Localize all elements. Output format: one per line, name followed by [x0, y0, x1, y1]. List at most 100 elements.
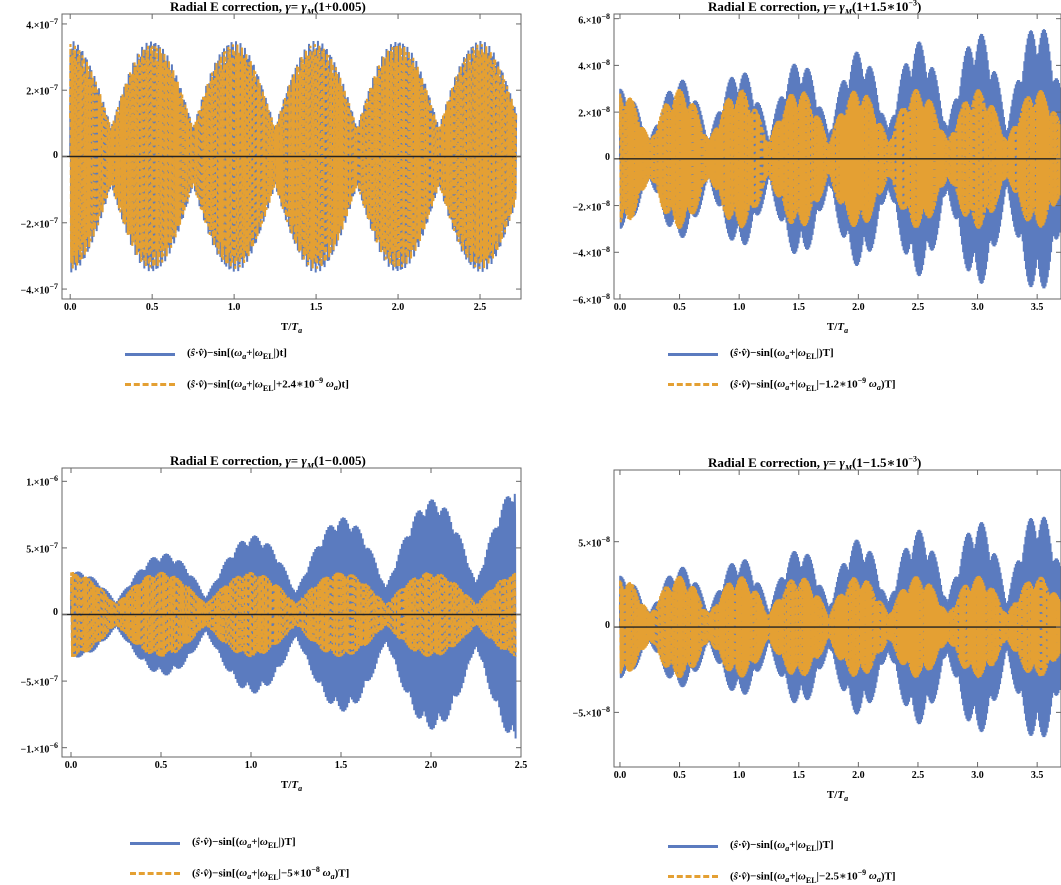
legend-swatch-solid — [125, 352, 175, 356]
chart-title: Radial E correction, γ= γM(1+0.005) — [170, 0, 366, 17]
x-axis-label: T/Ta — [826, 321, 849, 336]
y-tick-label: 4.×10−7 — [26, 16, 58, 32]
x-tick-label: 3.5 — [1030, 770, 1044, 781]
x-tick-label: 2.5 — [911, 302, 925, 313]
x-tick-label: 0.5 — [673, 302, 686, 313]
chart-panel-top-left: Radial E correction, γ= γM(1+0.005) T/Ta… — [0, 0, 523, 420]
x-tick-label: 1.0 — [732, 302, 746, 313]
plot-area — [613, 469, 1061, 768]
legend-label: (ŝ·v̂)−sin[(ωa+|ωEL|−5∗10−8 ωa)T] — [192, 864, 350, 882]
title-text: Radial E correction, γ= γM(1+1.5∗10−3) — [708, 0, 922, 17]
x-tick-label: 1.0 — [732, 770, 746, 781]
y-tick-label: 5.×10−8 — [578, 534, 610, 550]
x-tick-label: 0.5 — [145, 302, 159, 313]
legend-entry-solid: (ŝ·v̂)−sin[(ωa+|ωEL|)t] — [125, 345, 287, 363]
x-tick-label: 1.5 — [334, 760, 348, 771]
chart-panel-bottom-right: Radial E correction, γ= γM(1−1.5∗10−3) T… — [538, 452, 1061, 884]
y-tick-label: 0 — [605, 620, 610, 632]
x-tick-label: 1.5 — [309, 302, 323, 313]
plot-area — [61, 13, 522, 300]
legend-swatch-solid — [130, 841, 180, 845]
x-tick-label: 2.0 — [391, 302, 405, 313]
x-tick-label: 0.0 — [63, 302, 77, 313]
x-tick-label: 2.5 — [514, 760, 528, 771]
series-line-solid — [70, 493, 517, 739]
x-tick-label: 1.0 — [244, 760, 258, 771]
series-line-dashed — [618, 575, 1061, 679]
y-tick-label: −2.×10−8 — [572, 198, 610, 213]
x-tick-label: 0.5 — [673, 770, 686, 781]
legend-swatch-dashed — [130, 871, 180, 875]
legend-label: (ŝ·v̂)−sin[(ωa+|ωEL|)T] — [730, 838, 834, 854]
y-tick-label: 0 — [53, 607, 58, 619]
y-tick-label: −5.×10−7 — [20, 674, 58, 689]
y-tick-label: 2.×10−8 — [578, 105, 610, 120]
y-tick-label: 4.×10−8 — [578, 58, 610, 73]
y-tick-label: −5.×10−8 — [572, 705, 610, 720]
y-tick-label: 0 — [53, 149, 58, 161]
y-tick-label: 0 — [605, 151, 610, 163]
plot-area — [61, 467, 522, 758]
legend-label: (ŝ·v̂)−sin[(ωa+|ωEL|)T] — [192, 835, 296, 851]
x-axis-label: T/Ta — [280, 779, 303, 794]
x-tick-label: 1.0 — [227, 302, 241, 313]
legend-swatch-dashed — [668, 382, 718, 386]
y-tick-label: 1.×10−6 — [26, 474, 58, 489]
y-tick-label: −1.×10−6 — [20, 740, 58, 755]
legend-entry-dashed: (ŝ·v̂)−sin[(ωa+|ωEL|−5∗10−8 ωa)T] — [130, 864, 349, 882]
x-tick-label: 3.0 — [971, 302, 984, 313]
legend-swatch-dashed — [125, 382, 175, 386]
x-tick-label: 1.5 — [792, 302, 806, 313]
legend-entry-solid: (ŝ·v̂)−sin[(ωa+|ωEL|)T] — [130, 834, 296, 852]
legend-swatch-solid — [668, 844, 718, 848]
legend-entry-dashed: (ŝ·v̂)−sin[(ωa+|ωEL|−2.5∗10−9 ωa)T] — [668, 867, 896, 885]
x-tick-label: 3.5 — [1030, 302, 1044, 313]
chart-title: Radial E correction, γ= γM(1−1.5∗10−3) — [708, 455, 921, 473]
chart-panel-bottom-left: Radial E correction, γ= γM(1−0.005) T/Ta… — [0, 452, 528, 881]
x-tick-label: 2.5 — [911, 770, 925, 781]
legend-entry-dashed: (ŝ·v̂)−sin[(ωa+|ωEL|−1.2∗10−9 ωa)T] — [668, 375, 896, 393]
legend-swatch-dashed — [668, 874, 718, 878]
plot-area — [613, 13, 1061, 300]
legend-label: (ŝ·v̂)−sin[(ωa+|ωEL|−2.5∗10−9 ωa)T] — [730, 867, 896, 885]
x-tick-label: 2.0 — [852, 302, 865, 313]
x-axis-label: T/Ta — [280, 321, 303, 336]
series-line-dashed — [69, 571, 517, 658]
title-text: Radial E correction, γ= γM(1−1.5∗10−3) — [708, 455, 922, 473]
legend-label: (ŝ·v̂)−sin[(ωa+|ωEL|−1.2∗10−9 ωa)T] — [730, 375, 896, 393]
y-tick-label: 2.×10−7 — [26, 83, 58, 98]
x-tick-label: 2.0 — [424, 760, 438, 771]
legend-entry-solid: (ŝ·v̂)−sin[(ωa+|ωEL|)T] — [668, 837, 834, 855]
chart-title: Radial E correction, γ= γM(1−0.005) — [170, 453, 366, 471]
chart-title: Radial E correction, γ= γM(1+1.5∗10−3) — [708, 0, 921, 17]
legend-entry-solid: (ŝ·v̂)−sin[(ωa+|ωEL|)T] — [668, 345, 834, 363]
legend-entry-dashed: (ŝ·v̂)−sin[(ωa+|ωEL|+2.4∗10−9 ωa)t] — [125, 375, 349, 393]
x-tick-label: 0.0 — [613, 302, 627, 313]
legend-label: (ŝ·v̂)−sin[(ωa+|ωEL|)t] — [187, 346, 287, 362]
x-tick-label: 0.0 — [64, 760, 78, 771]
series-line-dashed — [69, 43, 518, 269]
x-tick-label: 2.5 — [473, 302, 487, 313]
legend-label: (ŝ·v̂)−sin[(ωa+|ωEL|+2.4∗10−9 ωa)t] — [187, 375, 349, 393]
y-tick-label: −2.×10−7 — [20, 215, 58, 231]
title-text: Radial E correction, γ= γM(1+0.005) — [170, 0, 366, 17]
y-tick-label: −4.×10−7 — [20, 282, 58, 297]
legend-label: (ŝ·v̂)−sin[(ωa+|ωEL|)T] — [730, 346, 834, 362]
x-tick-label: 3.0 — [971, 770, 984, 781]
plot-frame — [613, 469, 1061, 768]
title-text: Radial E correction, γ= γM(1−0.005) — [170, 453, 366, 471]
x-axis-label: T/Ta — [826, 789, 849, 804]
x-tick-label: 1.5 — [792, 770, 806, 781]
y-tick-label: −4.×10−8 — [572, 245, 610, 260]
y-tick-label: 6.×10−8 — [578, 11, 610, 26]
y-tick-label: 5.×10−7 — [26, 540, 58, 556]
plot-frame — [61, 467, 522, 758]
legend-swatch-solid — [668, 352, 718, 356]
series-line-dashed — [618, 88, 1061, 229]
x-tick-label: 0.0 — [613, 770, 627, 781]
x-tick-label: 2.0 — [852, 770, 865, 781]
plot-frame — [613, 13, 1061, 300]
x-tick-label: 0.5 — [154, 760, 168, 771]
y-tick-label: −6.×10−8 — [572, 292, 610, 307]
chart-panel-top-right: Radial E correction, γ= γM(1+1.5∗10−3) T… — [538, 0, 1061, 420]
